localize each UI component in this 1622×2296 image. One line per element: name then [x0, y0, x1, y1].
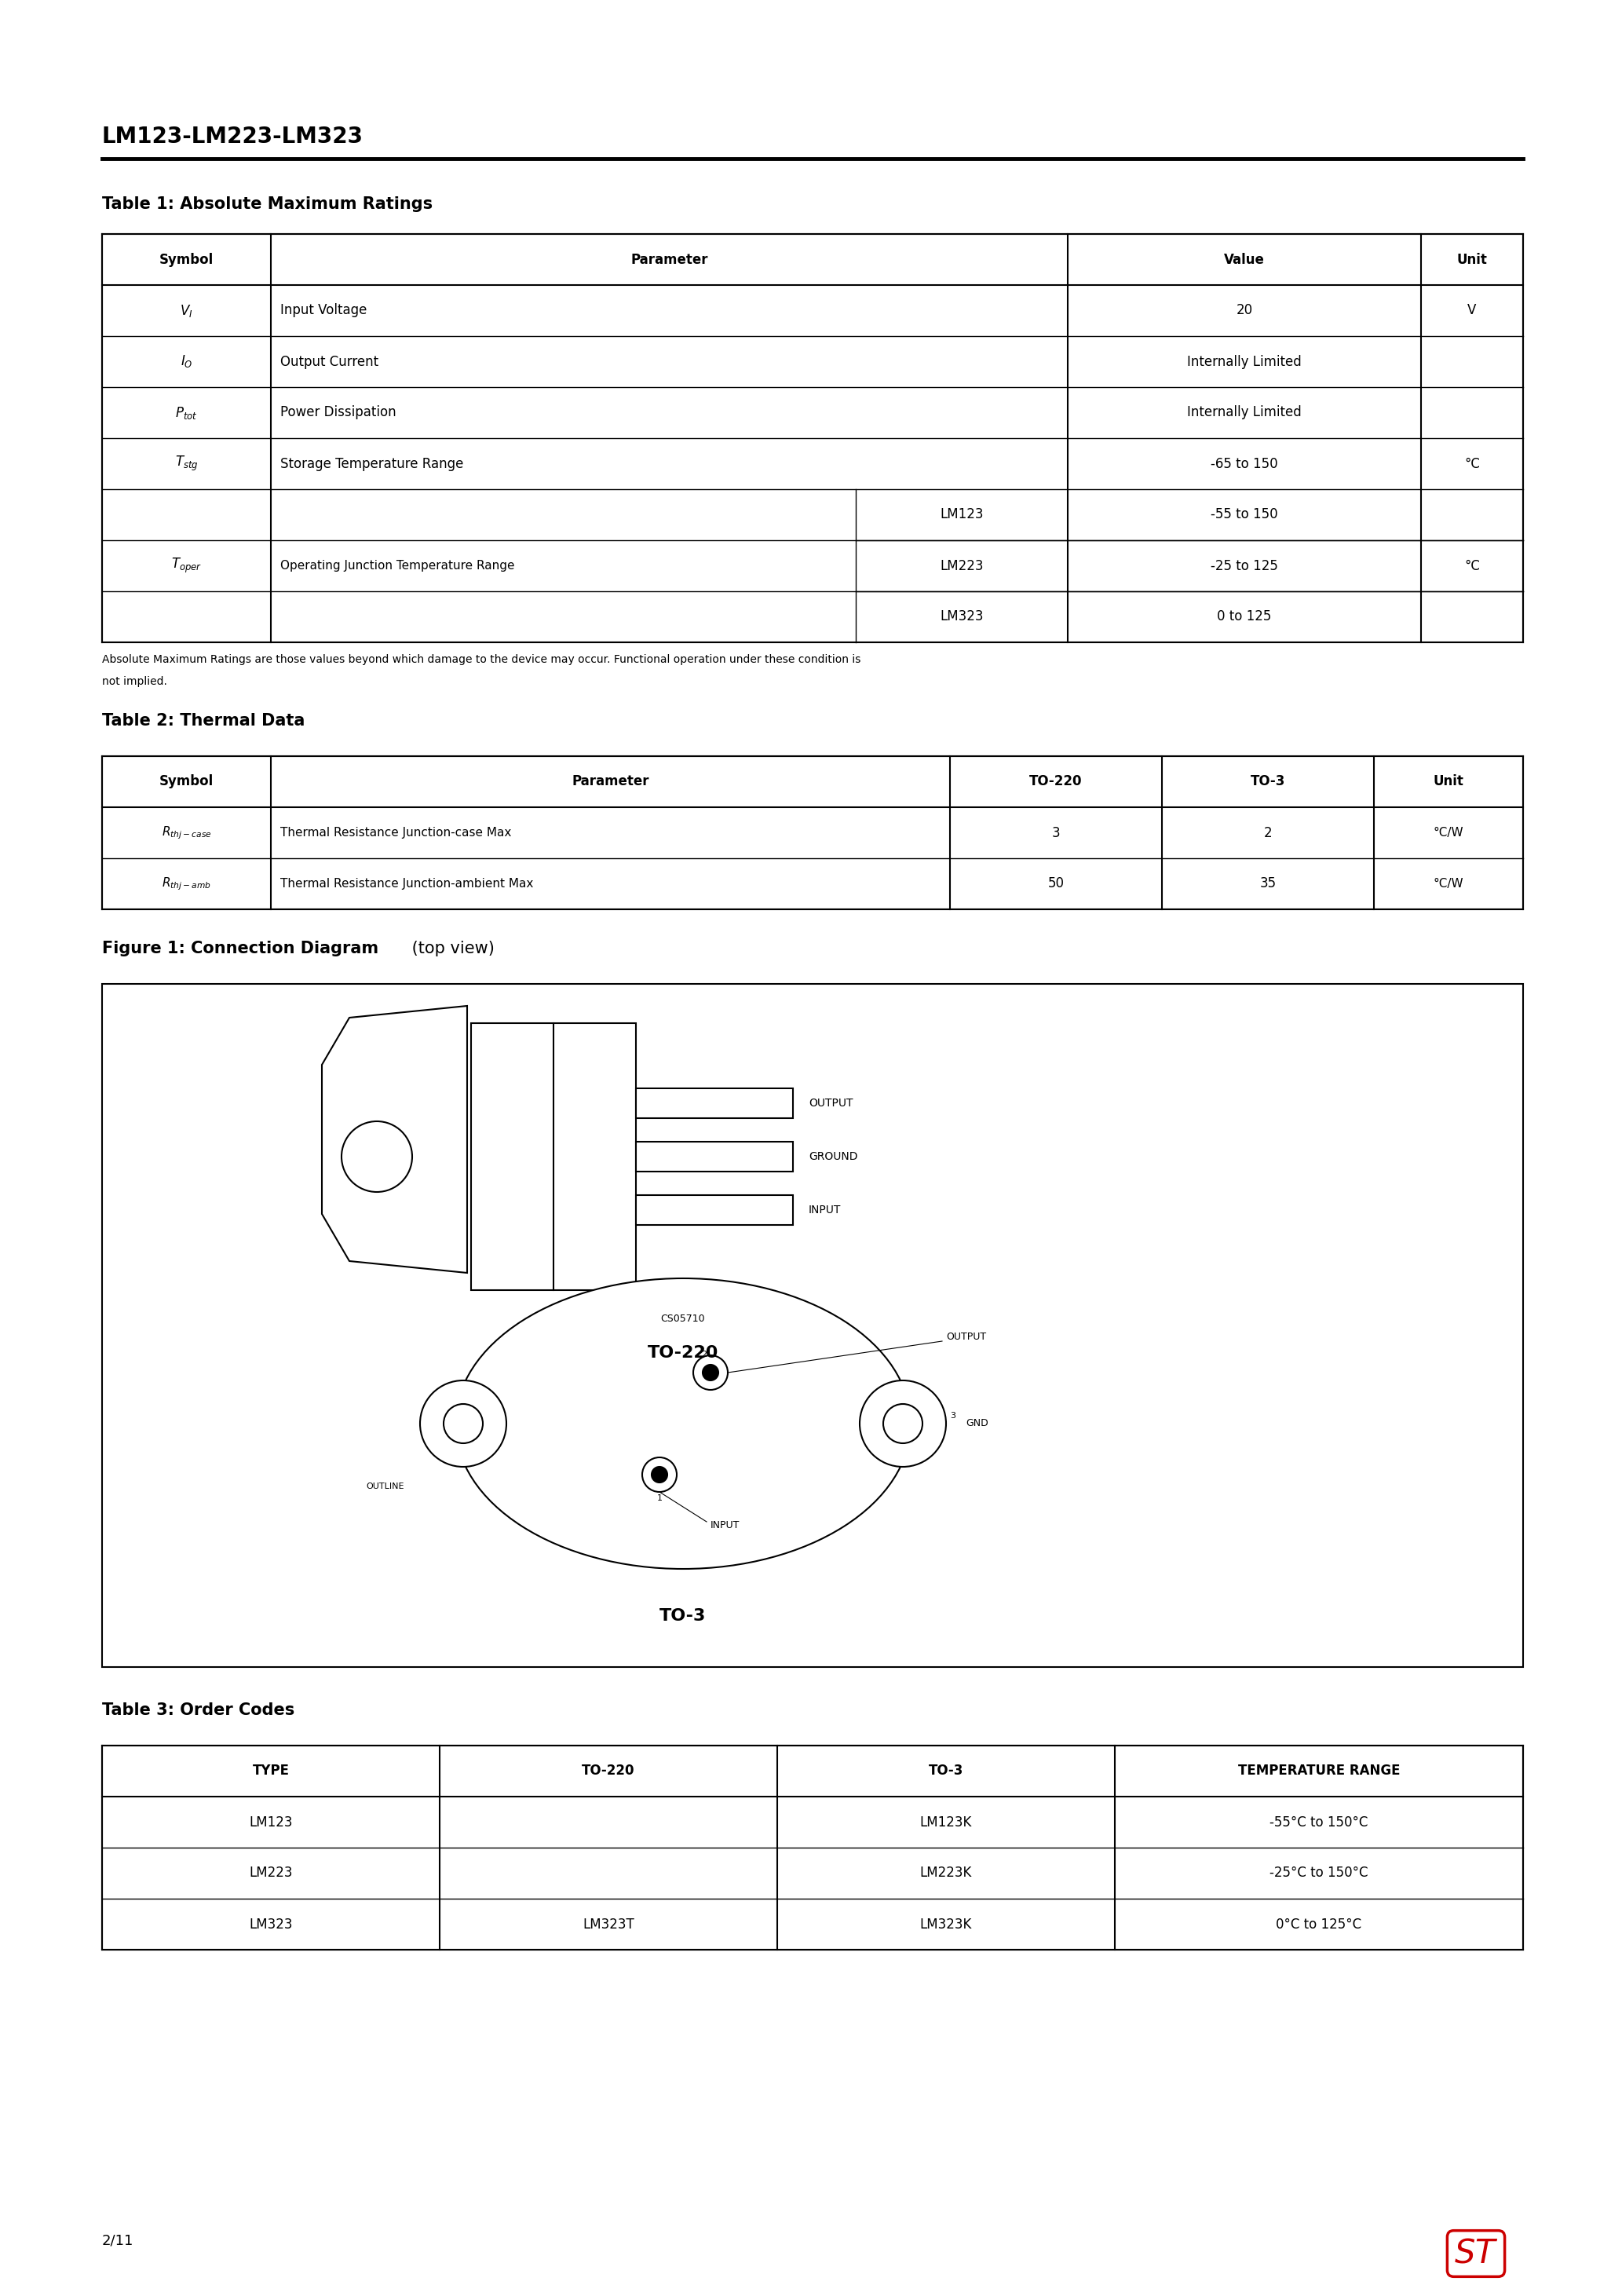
Text: OUTLINE: OUTLINE: [367, 1483, 404, 1490]
Text: 50: 50: [1048, 877, 1064, 891]
Text: not implied.: not implied.: [102, 675, 167, 687]
Bar: [102, 1745, 1523, 1949]
Text: $P_{tot}$: $P_{tot}$: [175, 404, 198, 420]
Text: 3: 3: [950, 1412, 955, 1419]
Circle shape: [860, 1380, 946, 1467]
Bar: [636, 1088, 793, 1118]
Text: °C/W: °C/W: [1434, 827, 1463, 838]
Text: LM323: LM323: [250, 1917, 292, 1931]
Text: 2/11: 2/11: [102, 2234, 133, 2248]
Circle shape: [884, 1403, 923, 1444]
Text: Thermal Resistance Junction-ambient Max: Thermal Resistance Junction-ambient Max: [281, 877, 534, 889]
Text: Input Voltage: Input Voltage: [281, 303, 367, 317]
Text: OUTPUT: OUTPUT: [946, 1332, 986, 1343]
Text: TO-3: TO-3: [1251, 774, 1285, 790]
Text: -65 to 150: -65 to 150: [1210, 457, 1278, 471]
Text: 1: 1: [657, 1495, 662, 1502]
Ellipse shape: [456, 1279, 910, 1568]
Text: LM323T: LM323T: [582, 1917, 634, 1931]
Text: $R_{thj-amb}$: $R_{thj-amb}$: [162, 875, 211, 891]
Bar: [636, 1141, 793, 1171]
Circle shape: [420, 1380, 506, 1467]
Text: OUTPUT: OUTPUT: [809, 1097, 853, 1109]
Text: Symbol: Symbol: [159, 253, 214, 266]
Bar: [102, 234, 1523, 643]
Text: 20: 20: [1236, 303, 1252, 317]
Text: Parameter: Parameter: [571, 774, 649, 790]
Text: TYPE: TYPE: [253, 1763, 289, 1777]
Text: 2: 2: [1264, 827, 1272, 840]
Text: 0°C to 125°C: 0°C to 125°C: [1277, 1917, 1362, 1931]
Text: Unit: Unit: [1434, 774, 1463, 790]
Text: 35: 35: [1260, 877, 1277, 891]
Circle shape: [652, 1467, 667, 1483]
Text: $V_I$: $V_I$: [180, 303, 193, 319]
Text: $I_O$: $I_O$: [180, 354, 193, 370]
Text: LM223K: LM223K: [920, 1867, 972, 1880]
Text: $R_{thj-case}$: $R_{thj-case}$: [162, 824, 211, 840]
Text: Storage Temperature Range: Storage Temperature Range: [281, 457, 464, 471]
Text: Parameter: Parameter: [631, 253, 707, 266]
Text: TEMPERATURE RANGE: TEMPERATURE RANGE: [1238, 1763, 1400, 1777]
Text: Table 1: Absolute Maximum Ratings: Table 1: Absolute Maximum Ratings: [102, 195, 433, 211]
Text: Internally Limited: Internally Limited: [1187, 354, 1301, 370]
Text: TO-220: TO-220: [1030, 774, 1082, 790]
Text: 0 to 125: 0 to 125: [1216, 611, 1272, 625]
Text: Power Dissipation: Power Dissipation: [281, 406, 396, 420]
Text: TO-3: TO-3: [660, 1607, 706, 1623]
Text: $T_{stg}$: $T_{stg}$: [175, 455, 198, 473]
Text: LM323K: LM323K: [920, 1917, 972, 1931]
Text: -25 to 125: -25 to 125: [1210, 558, 1278, 572]
Text: °C: °C: [1465, 558, 1479, 572]
Text: Unit: Unit: [1457, 253, 1487, 266]
Text: INPUT: INPUT: [809, 1205, 842, 1215]
Text: LM323: LM323: [941, 611, 983, 625]
Circle shape: [443, 1403, 483, 1444]
Text: 2: 2: [701, 1350, 707, 1359]
Text: $T_{oper}$: $T_{oper}$: [170, 556, 201, 574]
Text: Absolute Maximum Ratings are those values beyond which damage to the device may : Absolute Maximum Ratings are those value…: [102, 654, 861, 666]
Text: Operating Junction Temperature Range: Operating Junction Temperature Range: [281, 560, 514, 572]
Circle shape: [342, 1120, 412, 1192]
Text: °C/W: °C/W: [1434, 877, 1463, 889]
Text: Internally Limited: Internally Limited: [1187, 406, 1301, 420]
Text: Table 2: Thermal Data: Table 2: Thermal Data: [102, 714, 305, 728]
Text: LM223: LM223: [250, 1867, 292, 1880]
Text: -55 to 150: -55 to 150: [1210, 507, 1278, 521]
Text: Output Current: Output Current: [281, 354, 378, 370]
Text: CS05710: CS05710: [660, 1313, 706, 1325]
Bar: [102, 755, 1523, 909]
Text: Table 3: Order Codes: Table 3: Order Codes: [102, 1701, 295, 1717]
Text: Figure 1: Connection Diagram: Figure 1: Connection Diagram: [102, 941, 378, 957]
Text: V: V: [1468, 303, 1476, 317]
Text: Value: Value: [1225, 253, 1265, 266]
Text: $\mathit{ST}$: $\mathit{ST}$: [1453, 2236, 1499, 2271]
Text: °C: °C: [1465, 457, 1479, 471]
Text: LM123-LM223-LM323: LM123-LM223-LM323: [102, 126, 363, 147]
Text: -55°C to 150°C: -55°C to 150°C: [1270, 1816, 1369, 1830]
Text: LM223: LM223: [941, 558, 983, 572]
Text: GND: GND: [965, 1419, 988, 1428]
Text: LM123K: LM123K: [920, 1816, 972, 1830]
Circle shape: [693, 1355, 728, 1389]
Bar: [102, 985, 1523, 1667]
Bar: [470, 1024, 636, 1290]
Text: 3: 3: [1051, 827, 1061, 840]
Text: Thermal Resistance Junction-case Max: Thermal Resistance Junction-case Max: [281, 827, 511, 838]
Text: TO-3: TO-3: [929, 1763, 963, 1777]
Text: LM123: LM123: [941, 507, 983, 521]
Circle shape: [642, 1458, 676, 1492]
Text: INPUT: INPUT: [710, 1520, 740, 1531]
Polygon shape: [321, 1006, 467, 1272]
Text: GROUND: GROUND: [809, 1150, 858, 1162]
Text: TO-220: TO-220: [582, 1763, 634, 1777]
Text: Symbol: Symbol: [159, 774, 214, 790]
Circle shape: [702, 1364, 719, 1380]
Text: -25°C to 150°C: -25°C to 150°C: [1270, 1867, 1369, 1880]
Text: LM123: LM123: [250, 1816, 292, 1830]
Text: (top view): (top view): [407, 941, 495, 957]
Bar: [636, 1196, 793, 1226]
Text: TO-220: TO-220: [647, 1345, 719, 1362]
